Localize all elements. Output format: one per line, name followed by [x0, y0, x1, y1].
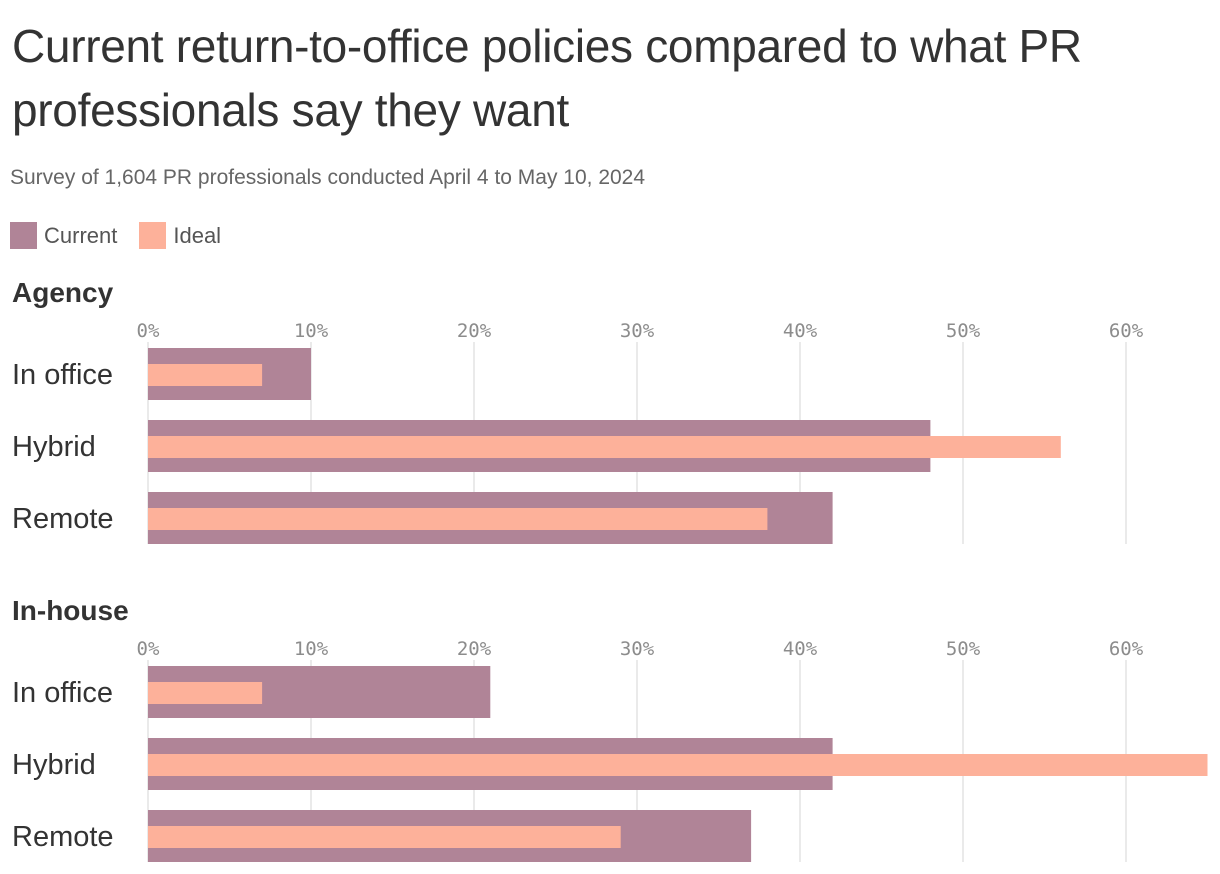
tick-label-agency-60: 60% — [1109, 320, 1144, 342]
tick-label-agency-30: 30% — [620, 320, 655, 342]
bar-agency-hybrid-ideal — [148, 436, 1061, 458]
legend-item-ideal: Ideal — [139, 222, 221, 249]
tick-label-agency-10: 10% — [294, 320, 329, 342]
tick-label-in-house-0: 0% — [137, 638, 160, 660]
panel-title-agency: Agency — [12, 277, 114, 308]
legend-item-current: Current — [10, 222, 117, 249]
tick-label-in-house-10: 10% — [294, 638, 329, 660]
bar-agency-remote-ideal — [148, 508, 768, 530]
legend-label-ideal: Ideal — [173, 222, 222, 248]
bar-in-house-hybrid-ideal — [148, 754, 1208, 776]
chart-subtitle: Survey of 1,604 PR professionals conduct… — [10, 166, 646, 189]
category-label-agency-remote: Remote — [12, 503, 114, 535]
panel-title-in-house: In-house — [12, 595, 129, 626]
tick-label-agency-50: 50% — [946, 320, 981, 342]
tick-label-agency-20: 20% — [457, 320, 492, 342]
bar-agency-in-office-ideal — [148, 364, 263, 386]
category-label-agency-hybrid: Hybrid — [12, 431, 96, 463]
tick-label-in-house-20: 20% — [457, 638, 492, 660]
tick-label-agency-40: 40% — [783, 320, 818, 342]
legend-label-current: Current — [44, 222, 118, 248]
tick-label-in-house-40: 40% — [783, 638, 818, 660]
tick-label-in-house-30: 30% — [620, 638, 655, 660]
legend-swatch-ideal — [139, 222, 167, 249]
tick-label-in-house-50: 50% — [946, 638, 981, 660]
category-label-in-house-remote: Remote — [12, 821, 114, 853]
category-label-in-house-in-office: In office — [12, 677, 113, 709]
tick-label-in-house-60: 60% — [1109, 638, 1144, 660]
category-label-in-house-hybrid: Hybrid — [12, 749, 96, 781]
bar-in-house-remote-ideal — [148, 826, 621, 848]
legend: Current Ideal — [10, 222, 243, 249]
chart-title: Current return-to-office policies compar… — [12, 20, 1082, 136]
bar-in-house-in-office-ideal — [148, 682, 263, 704]
tick-label-agency-0: 0% — [137, 320, 160, 342]
legend-swatch-current — [10, 222, 37, 249]
category-label-agency-in-office: In office — [12, 359, 113, 391]
